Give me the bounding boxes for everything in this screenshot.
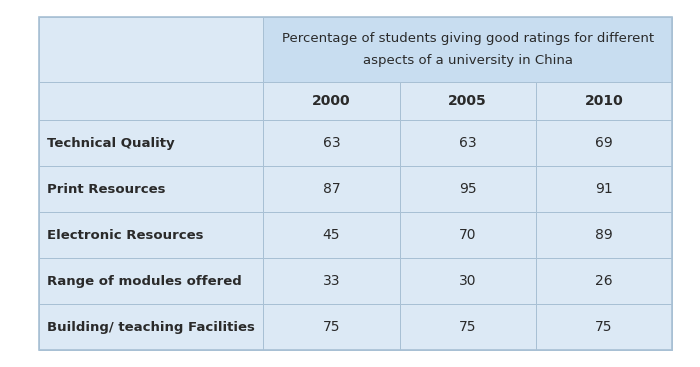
Text: 30: 30 bbox=[459, 275, 477, 288]
Bar bbox=[536, 304, 672, 350]
Text: 75: 75 bbox=[323, 320, 340, 334]
Text: 45: 45 bbox=[323, 228, 340, 242]
Bar bbox=[263, 120, 400, 166]
Text: 2010: 2010 bbox=[584, 94, 623, 108]
Bar bbox=[536, 120, 672, 166]
Bar bbox=[400, 120, 536, 166]
Bar bbox=[536, 212, 672, 258]
Bar bbox=[400, 304, 536, 350]
Bar bbox=[38, 304, 263, 350]
Bar bbox=[536, 258, 672, 304]
Text: 87: 87 bbox=[323, 182, 340, 196]
Text: Technical Quality: Technical Quality bbox=[48, 137, 175, 150]
Bar bbox=[263, 166, 400, 212]
Bar bbox=[38, 258, 263, 304]
Text: 33: 33 bbox=[323, 275, 340, 288]
Bar bbox=[400, 212, 536, 258]
Bar bbox=[38, 17, 263, 81]
Bar bbox=[38, 212, 263, 258]
Text: 91: 91 bbox=[595, 182, 612, 196]
Text: 63: 63 bbox=[323, 136, 340, 150]
Text: Range of modules offered: Range of modules offered bbox=[48, 275, 242, 288]
Text: 70: 70 bbox=[459, 228, 477, 242]
Text: 63: 63 bbox=[459, 136, 477, 150]
Text: 75: 75 bbox=[459, 320, 477, 334]
Text: 2005: 2005 bbox=[448, 94, 487, 108]
Bar bbox=[536, 166, 672, 212]
Text: 89: 89 bbox=[595, 228, 612, 242]
Bar bbox=[263, 258, 400, 304]
Text: 75: 75 bbox=[595, 320, 612, 334]
Bar bbox=[263, 81, 400, 120]
Text: Percentage of students giving good ratings for different: Percentage of students giving good ratin… bbox=[281, 32, 654, 45]
Bar bbox=[400, 258, 536, 304]
Text: 95: 95 bbox=[459, 182, 477, 196]
Bar bbox=[536, 81, 672, 120]
Bar bbox=[263, 212, 400, 258]
Text: 2000: 2000 bbox=[312, 94, 351, 108]
Bar bbox=[400, 81, 536, 120]
Text: aspects of a university in China: aspects of a university in China bbox=[363, 54, 573, 67]
Text: 26: 26 bbox=[595, 275, 612, 288]
Text: Building/ teaching Facilities: Building/ teaching Facilities bbox=[48, 321, 255, 334]
Bar bbox=[400, 166, 536, 212]
Text: Print Resources: Print Resources bbox=[48, 183, 166, 196]
Bar bbox=[263, 304, 400, 350]
Bar bbox=[263, 17, 672, 81]
Text: 69: 69 bbox=[595, 136, 612, 150]
Text: Electronic Resources: Electronic Resources bbox=[48, 229, 204, 242]
Bar bbox=[38, 120, 263, 166]
Bar bbox=[38, 166, 263, 212]
Bar bbox=[38, 81, 263, 120]
